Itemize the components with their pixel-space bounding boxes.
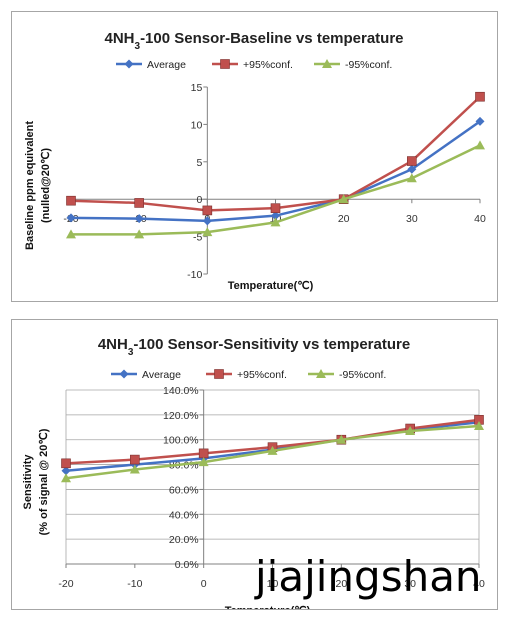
data-point [267,445,278,455]
chart-title-part: -100 Sensor-Sensitivity vs temperature [133,336,410,353]
y-tick-label: 40.0% [169,509,199,521]
y-tick-label: 15 [191,82,203,94]
data-point [474,421,484,431]
legend-marker [322,59,332,68]
chart-title: 4NH3-100 Sensor-Baseline vs temperature [104,30,403,52]
data-point [198,457,209,467]
legend-marker [316,369,326,378]
x-tick-label: 20 [335,578,347,590]
data-point [130,454,140,465]
x-axis-label: Temperature(℃) [228,280,314,292]
x-tick-label: 0 [201,578,207,590]
baseline-chart: 4NH3-100 Sensor-Baseline vs temperature A… [24,30,486,292]
data-point [61,473,71,483]
y-axis-label: Sensitivity [22,454,34,510]
x-tick-label: -20 [58,578,73,590]
data-point [66,213,76,223]
y-tick-label: -5 [193,232,202,244]
series-line [70,95,481,212]
chart-title-part: 4NH [98,336,128,353]
legend-label: Average [147,59,186,71]
x-tick-label: 20 [338,213,350,225]
data-point [407,156,417,166]
watermark-text: jiajingshan [255,552,482,601]
legend-label: -95%conf. [345,59,392,71]
sensitivity-chart-panel: 4NH3-100 Sensor-Sensitivity vs temperatu… [11,319,498,617]
x-tick-label: 30 [406,213,418,225]
data-point [66,195,76,206]
chart-title: 4NH3-100 Sensor-Sensitivity vs temperatu… [98,336,410,358]
data-point [271,211,280,221]
data-point [407,164,417,174]
y-tick-label: 140.0% [163,385,199,397]
y-axis-label-line2: (% of signal @ 20℃) [38,428,50,535]
data-point [134,214,144,224]
y-tick-label: 100.0% [163,435,199,447]
data-point [270,203,281,213]
y-tick-label: 120.0% [163,410,199,422]
data-point [406,173,417,183]
data-point [134,229,145,239]
data-point [336,434,347,444]
data-point [202,216,212,226]
y-tick-label: 0 [196,194,202,206]
legend-label: -95%conf. [339,369,386,381]
data-point [405,426,416,436]
x-tick-label: -10 [127,578,142,590]
y-tick-label: 0.0% [175,559,199,571]
y-tick-label: 20.0% [169,534,199,546]
x-tick-label: 40 [473,578,485,590]
y-tick-label: -10 [187,269,202,281]
data-point [129,464,140,474]
legend-label: +95%conf. [237,369,287,381]
data-point [202,227,213,237]
x-tick-label: 10 [267,578,279,590]
data-point [61,466,71,476]
sensitivity-chart: 4NH3-100 Sensor-Sensitivity vs temperatu… [22,336,485,617]
legend-label: Average [142,369,181,381]
legend-marker [124,59,134,69]
y-axis-label-line2: (nulled@20℃) [40,148,52,223]
y-axis-label: Baseline ppm equivalent [24,121,36,250]
chart-title-subscript: 3 [128,347,134,358]
x-tick-label: 30 [404,578,416,590]
data-point [270,217,281,227]
chart-title-part: -100 Sensor-Baseline vs temperature [140,30,403,47]
chart-title-subscript: 3 [135,41,141,52]
y-tick-label: 10 [191,119,203,131]
data-point [475,140,485,150]
data-point [475,116,485,126]
data-point [475,91,485,102]
data-point [134,198,144,208]
data-point [61,458,71,469]
data-point [198,448,209,459]
legend-label: +95%conf. [243,59,293,71]
legend-marker [119,369,129,379]
legend-marker [220,59,230,69]
chart-title-part: 4NH [104,30,134,47]
x-tick-label: 40 [474,213,486,225]
legend-marker [214,369,224,379]
baseline-chart-panel: 4NH3-100 Sensor-Baseline vs temperature A… [11,11,498,302]
x-axis-label: Temperature(℃) [225,605,311,609]
series-line [65,418,480,465]
y-tick-label: 60.0% [169,484,199,496]
y-tick-label: 5 [196,157,202,169]
data-point [66,229,76,239]
data-point [338,194,349,204]
data-point [202,205,213,216]
